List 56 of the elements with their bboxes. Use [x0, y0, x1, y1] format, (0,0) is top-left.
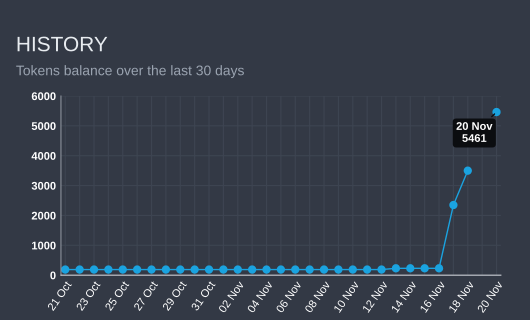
- y-tick-label: 1000: [32, 242, 56, 250]
- point: [104, 265, 113, 274]
- point: [61, 265, 70, 274]
- point: [262, 265, 271, 274]
- point: [392, 264, 400, 272]
- x-tick-label: 12 Nov: [362, 280, 388, 313]
- x-tick-label: 25 Oct: [104, 280, 130, 312]
- x-tick-label: 21 Oct: [47, 280, 72, 312]
- point: [248, 265, 256, 274]
- chart-subtitle: Tokens balance over the last 30 days: [16, 65, 244, 78]
- chart-title: HISTORY: [18, 36, 108, 52]
- point: [492, 108, 501, 116]
- annotation: 20 Nov 5461: [456, 122, 492, 142]
- point: [190, 265, 199, 274]
- point: [291, 265, 300, 274]
- point: [420, 264, 429, 272]
- x-tick-label: 27 Oct: [133, 280, 158, 312]
- x-tick-label: 14 Nov: [390, 280, 417, 313]
- point: [377, 265, 386, 274]
- point: [464, 166, 472, 175]
- point: [219, 265, 228, 274]
- x-tick-label: 31 Oct: [190, 280, 216, 312]
- y-tick-label: 4000: [32, 152, 56, 160]
- y-tick-label: 0: [50, 271, 56, 280]
- point: [234, 265, 242, 274]
- point: [320, 265, 328, 274]
- point: [162, 265, 170, 274]
- point: [118, 265, 127, 274]
- point: [276, 265, 286, 274]
- x-tick-label: 08 Nov: [304, 280, 331, 314]
- x-tick-label: 20 Nov: [476, 280, 504, 314]
- x-tick-label: 29 Oct: [162, 280, 187, 312]
- point: [147, 265, 156, 274]
- y-tick-label: 3000: [32, 182, 56, 190]
- y-tick-label: 5000: [32, 122, 56, 130]
- point: [449, 200, 458, 210]
- x-tick-label: 16 Nov: [420, 280, 446, 313]
- x-tick-label: 06 Nov: [276, 280, 302, 314]
- point: [176, 265, 184, 274]
- y-tick-label: 6000: [32, 92, 56, 100]
- x-tick-label: 04 Nov: [246, 280, 274, 314]
- point: [204, 265, 214, 274]
- x-tick-label: 23 Oct: [76, 280, 101, 312]
- point: [434, 264, 444, 272]
- point: [75, 265, 84, 274]
- point: [132, 265, 142, 274]
- x-tick-label: 02 Nov: [218, 280, 244, 314]
- x-tick-label: 10 Nov: [333, 280, 360, 313]
- point: [362, 265, 372, 274]
- y-tick-label: 2000: [32, 212, 56, 220]
- point: [90, 265, 98, 274]
- point: [348, 265, 357, 274]
- point: [334, 265, 343, 274]
- x-tick-label: 18 Nov: [448, 280, 474, 313]
- point: [305, 265, 314, 274]
- point: [406, 264, 414, 272]
